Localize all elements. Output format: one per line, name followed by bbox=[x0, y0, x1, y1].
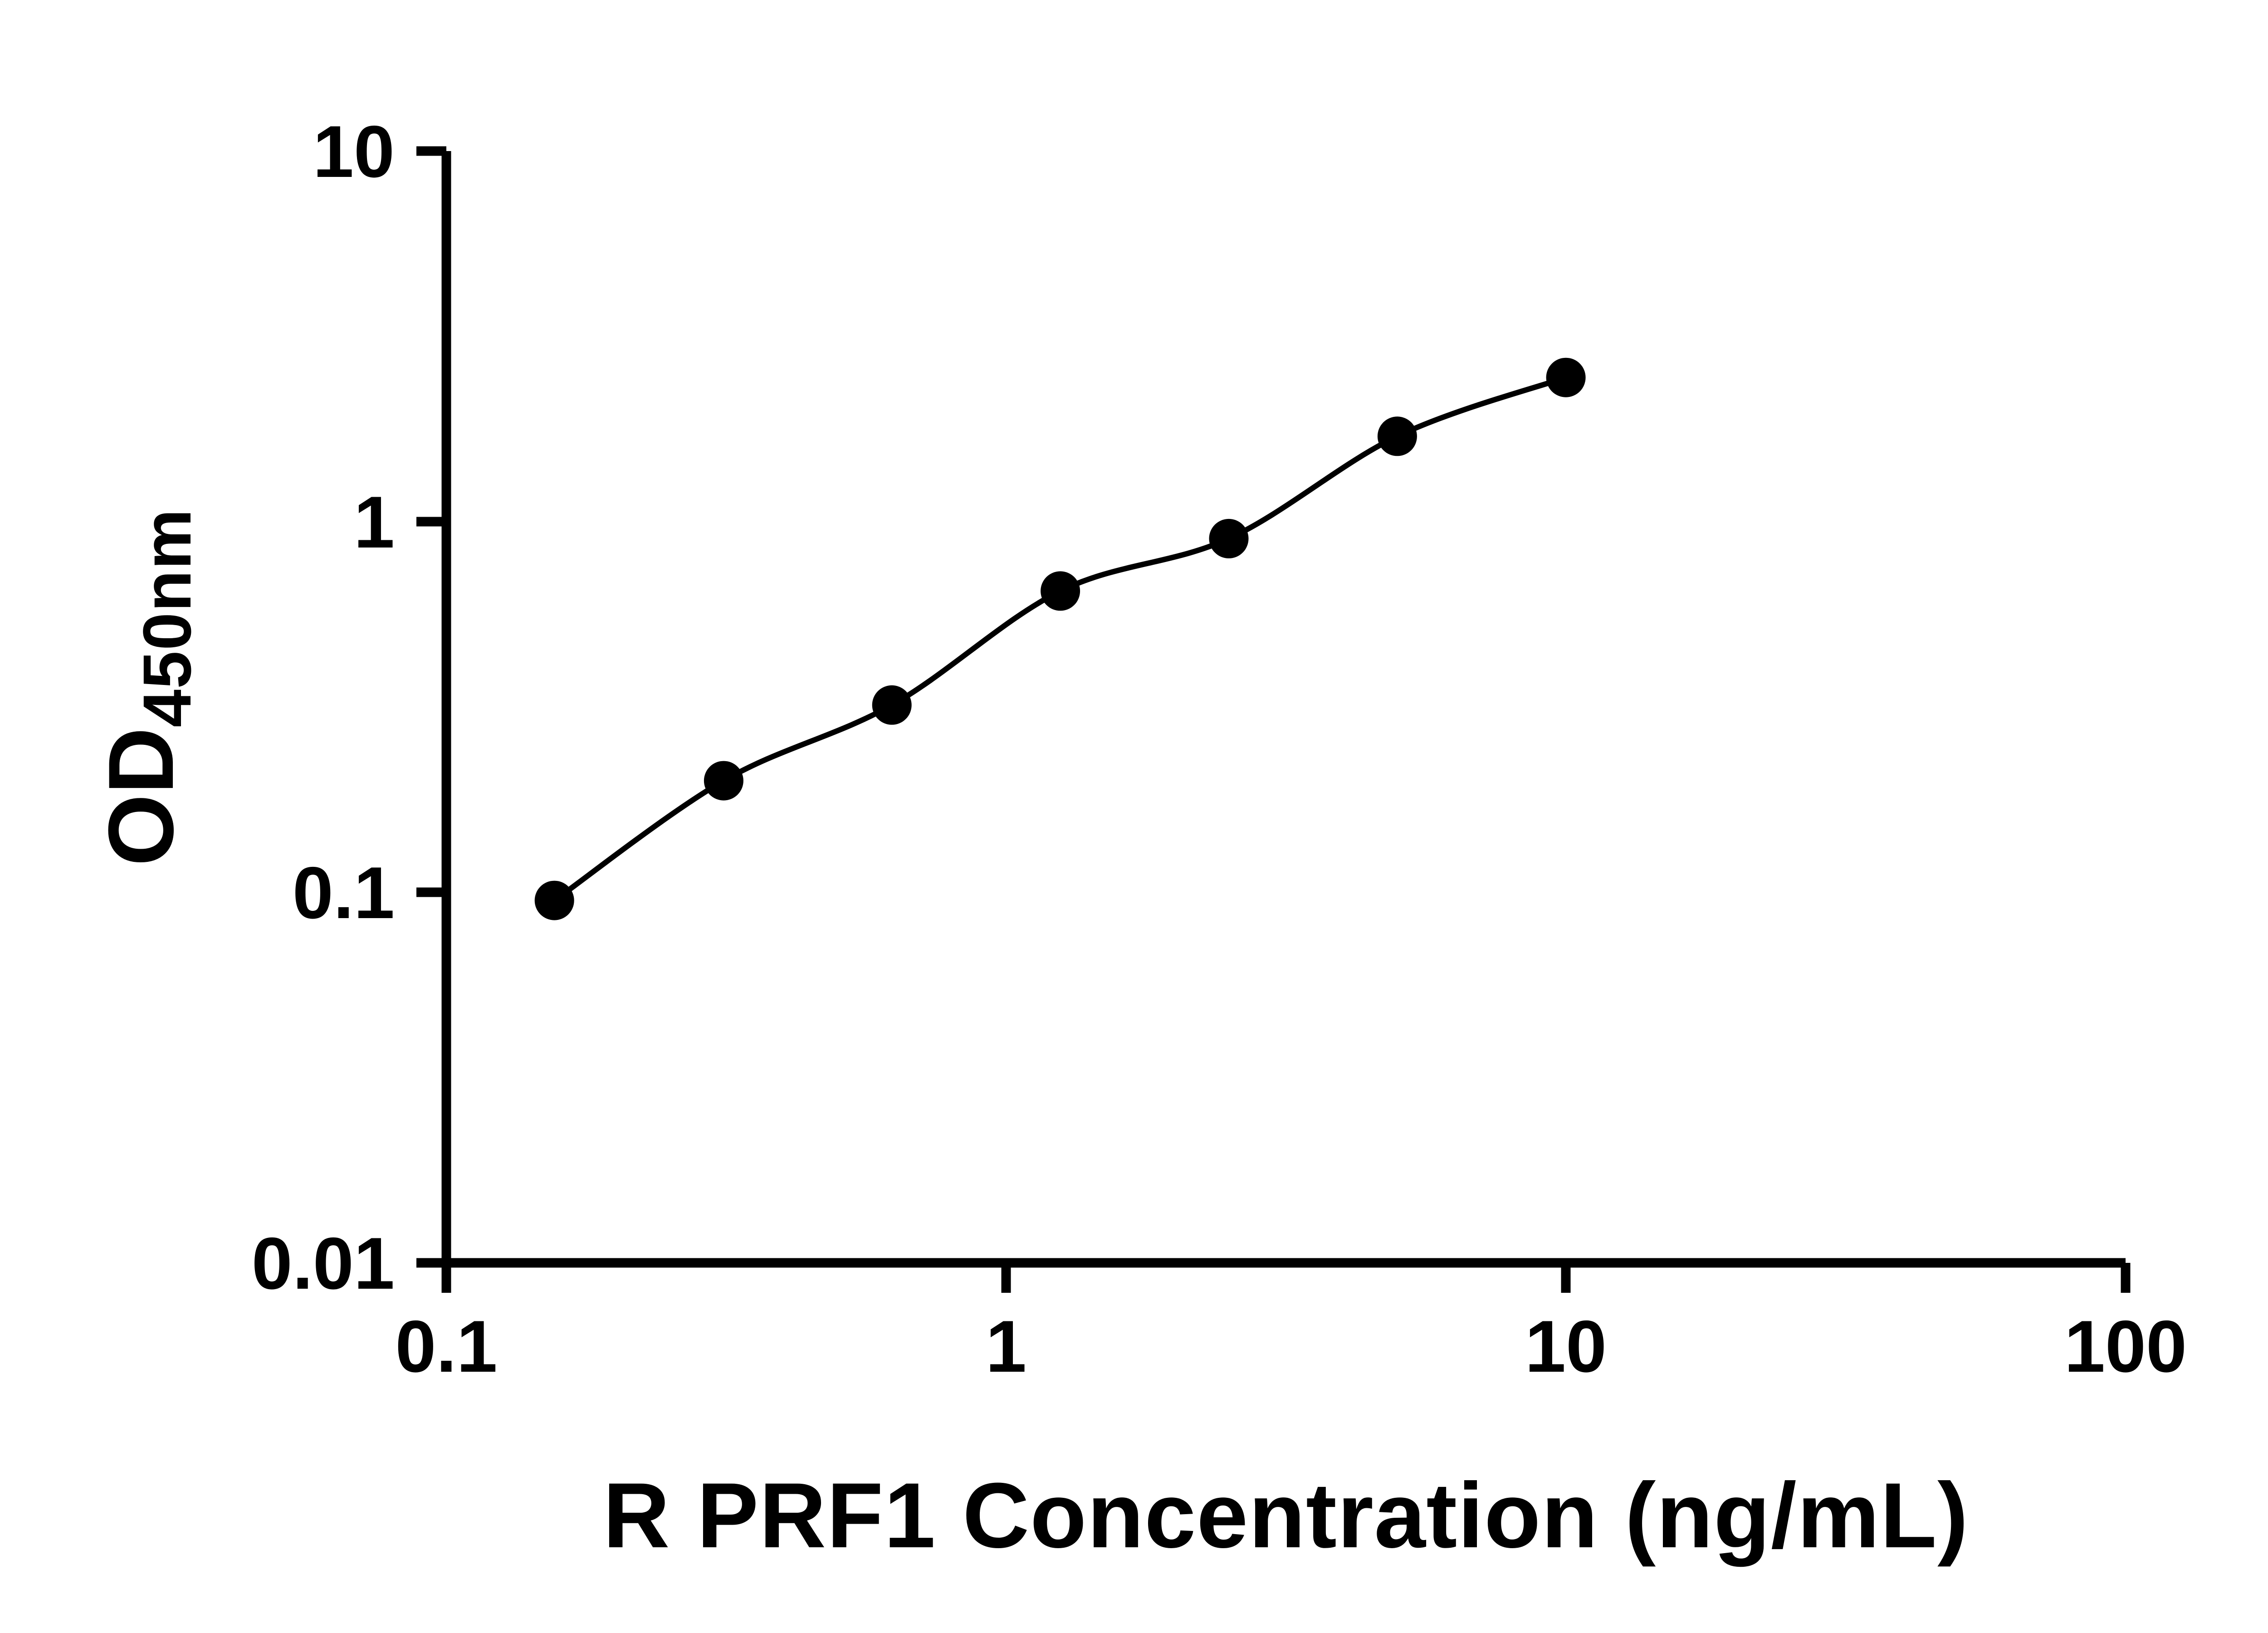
data-point bbox=[1041, 571, 1080, 611]
x-tick-label: 10 bbox=[1525, 1305, 1607, 1388]
data-point bbox=[872, 685, 912, 725]
y-tick-label: 0.1 bbox=[293, 852, 395, 934]
data-point bbox=[1546, 357, 1586, 397]
standard-curve-line bbox=[552, 375, 1567, 903]
y-axis-title: OD450nm bbox=[88, 508, 205, 866]
y-tick-label: 10 bbox=[313, 111, 395, 193]
y-axis-title-main: OD bbox=[90, 727, 193, 866]
x-axis-title: R PRF1 Concentration (ng/mL) bbox=[603, 1464, 1969, 1568]
y-tick-label: 0.01 bbox=[252, 1222, 395, 1305]
x-tick-label: 0.1 bbox=[395, 1305, 497, 1388]
data-point bbox=[534, 880, 574, 920]
y-tick-label: 1 bbox=[354, 481, 395, 563]
x-tick-label: 100 bbox=[2064, 1305, 2187, 1388]
x-tick-label: 1 bbox=[986, 1305, 1026, 1388]
data-point bbox=[704, 761, 743, 801]
data-point bbox=[1377, 416, 1417, 456]
y-axis-title-subscript: 450nm bbox=[129, 508, 205, 728]
data-point bbox=[1209, 518, 1249, 558]
